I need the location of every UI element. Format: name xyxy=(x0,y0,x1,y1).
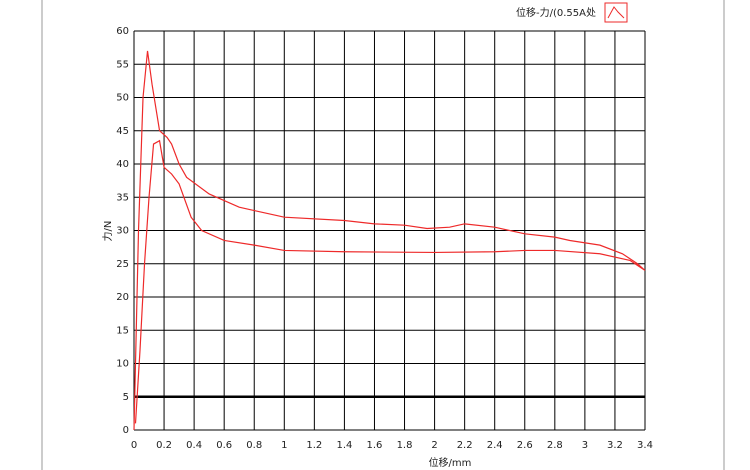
y-tick-label: 60 xyxy=(116,26,129,37)
x-tick-label: 1.6 xyxy=(367,440,383,451)
x-tick-label: 0.6 xyxy=(216,440,232,451)
x-tick-label: 2.2 xyxy=(457,440,473,451)
y-tick-label: 30 xyxy=(116,226,129,237)
y-tick-label: 0 xyxy=(123,425,129,436)
x-tick-label: 1 xyxy=(281,440,287,451)
x-tick-label: 2.6 xyxy=(517,440,533,451)
x-tick-label: 0.8 xyxy=(246,440,262,451)
y-tick-label: 50 xyxy=(116,93,129,104)
x-tick-label: 2 xyxy=(431,440,437,451)
x-tick-label: 1.4 xyxy=(336,440,352,451)
x-tick-label: 0.4 xyxy=(186,440,202,451)
x-tick-label: 1.2 xyxy=(306,440,322,451)
x-tick-label: 2.8 xyxy=(547,440,563,451)
x-tick-label: 1.8 xyxy=(397,440,413,451)
y-tick-label: 10 xyxy=(116,359,129,370)
y-tick-label: 35 xyxy=(116,192,129,203)
y-tick-label: 55 xyxy=(116,59,129,70)
y-tick-label: 20 xyxy=(116,292,129,303)
y-tick-label: 5 xyxy=(123,392,129,403)
y-tick-label: 45 xyxy=(116,126,129,137)
y-tick-label: 25 xyxy=(116,259,129,270)
legend-icon xyxy=(607,6,625,19)
x-tick-label: 3.2 xyxy=(607,440,623,451)
x-axis-title: 位移/mm xyxy=(429,456,472,469)
data-line xyxy=(133,50,646,431)
x-tick-label: 0.2 xyxy=(156,440,172,451)
y-tick-label: 15 xyxy=(116,325,129,336)
legend-swatch xyxy=(604,2,628,23)
y-tick-label: 40 xyxy=(116,159,129,170)
legend-label: 位移-力/(0.55A处 xyxy=(516,6,596,19)
y-axis-title: 力/N xyxy=(101,221,114,242)
x-tick-label: 0 xyxy=(131,440,137,451)
x-tick-label: 2.4 xyxy=(487,440,503,451)
x-tick-label: 3.4 xyxy=(637,440,653,451)
x-tick-label: 3 xyxy=(582,440,588,451)
